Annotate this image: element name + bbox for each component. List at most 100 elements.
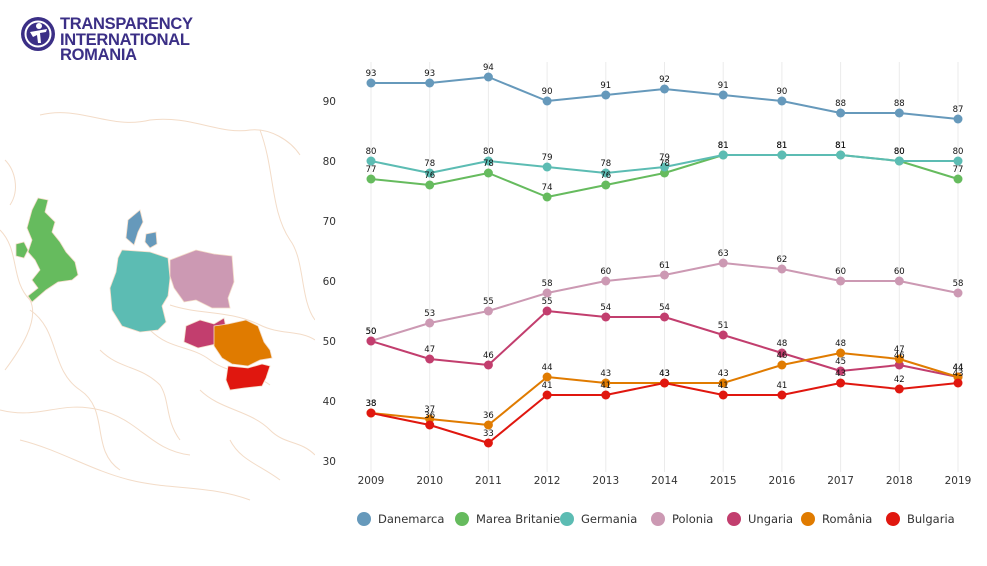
data-point xyxy=(425,180,435,190)
poland-country xyxy=(169,249,235,309)
data-label: 90 xyxy=(776,87,787,97)
x-tick-label: 2013 xyxy=(592,475,619,487)
data-point xyxy=(483,438,493,448)
data-label: 88 xyxy=(835,99,846,109)
data-point xyxy=(366,156,376,166)
x-tick-label: 2014 xyxy=(651,475,678,487)
data-label: 76 xyxy=(424,171,435,181)
chart-legend[interactable]: Danemarca Marea Britanie Germania Polonia Un… xyxy=(357,512,955,526)
data-label: 48 xyxy=(776,339,787,349)
data-point xyxy=(718,150,728,160)
data-label: 54 xyxy=(659,303,670,313)
germany-country xyxy=(109,249,171,333)
data-point xyxy=(601,390,611,400)
data-label: 58 xyxy=(542,279,553,289)
legend-item[interactable]: Danemarca xyxy=(357,512,444,526)
data-label: 92 xyxy=(659,75,670,85)
legend-marker xyxy=(357,512,371,526)
data-label: 91 xyxy=(718,81,729,91)
bulgaria-country xyxy=(225,363,271,391)
legend-item[interactable]: Ungaria xyxy=(727,512,793,526)
data-point xyxy=(836,108,846,118)
data-label: 55 xyxy=(542,297,553,307)
data-label: 80 xyxy=(953,147,964,157)
legend-item[interactable]: România xyxy=(801,512,872,526)
data-label: 81 xyxy=(776,141,787,151)
y-tick-label: 30 xyxy=(323,456,336,468)
data-point xyxy=(425,354,435,364)
data-point xyxy=(601,168,611,178)
data-label: 62 xyxy=(776,255,787,265)
data-label: 50 xyxy=(366,327,377,337)
data-label: 80 xyxy=(894,147,905,157)
data-point xyxy=(601,276,611,286)
data-label: 60 xyxy=(894,267,905,277)
data-label: 80 xyxy=(483,147,494,157)
data-point xyxy=(894,354,904,364)
data-label: 81 xyxy=(718,141,729,151)
data-point xyxy=(718,90,728,100)
legend-label: Danemarca xyxy=(378,512,444,526)
data-point xyxy=(894,156,904,166)
data-point xyxy=(777,360,787,370)
data-label: 47 xyxy=(894,345,905,355)
legend-item[interactable]: Polonia xyxy=(651,512,713,526)
uk-country xyxy=(26,197,79,303)
map-borders xyxy=(0,112,315,501)
data-point xyxy=(777,96,787,106)
data-label: 41 xyxy=(542,381,553,391)
legend-label: Germania xyxy=(581,512,637,526)
y-tick-label: 90 xyxy=(323,96,336,108)
data-point xyxy=(542,162,552,172)
data-point xyxy=(894,108,904,118)
legend-item[interactable]: Bulgaria xyxy=(886,512,955,526)
data-point xyxy=(836,150,846,160)
data-label: 78 xyxy=(600,159,611,169)
data-point xyxy=(718,390,728,400)
x-tick-label: 2019 xyxy=(945,475,972,487)
legend-item[interactable]: Germania xyxy=(560,512,637,526)
x-axis: 2009 2010 2011 2012 2013 2014 2015 2016 2017 2018… xyxy=(358,475,972,487)
chart-series xyxy=(366,72,963,448)
data-point xyxy=(718,378,728,388)
data-point xyxy=(483,156,493,166)
logo-line-3: ROMANIA xyxy=(60,46,137,64)
y-tick-label: 80 xyxy=(323,156,336,168)
x-tick-label: 2017 xyxy=(827,475,854,487)
data-label: 60 xyxy=(835,267,846,277)
x-tick-label: 2010 xyxy=(416,475,443,487)
legend-item[interactable]: Marea Britanie xyxy=(455,512,560,526)
y-tick-label: 40 xyxy=(323,396,336,408)
data-label: 41 xyxy=(776,381,787,391)
data-label: 91 xyxy=(600,81,611,91)
data-point xyxy=(542,96,552,106)
data-label: 80 xyxy=(366,147,377,157)
x-tick-label: 2015 xyxy=(710,475,737,487)
legend-marker xyxy=(455,512,469,526)
x-tick-label: 2012 xyxy=(534,475,561,487)
data-point xyxy=(660,84,669,94)
y-tick-label: 60 xyxy=(323,276,336,288)
data-label: 61 xyxy=(659,261,670,271)
data-point xyxy=(483,168,493,178)
data-point xyxy=(660,162,669,172)
data-point xyxy=(366,408,376,418)
data-label: 63 xyxy=(718,249,729,259)
data-label: 41 xyxy=(718,381,729,391)
data-label: 80 xyxy=(894,147,905,157)
y-tick-label: 70 xyxy=(323,216,336,228)
data-label: 58 xyxy=(953,279,964,289)
data-label: 37 xyxy=(424,405,435,415)
data-point xyxy=(777,150,787,160)
data-label: 76 xyxy=(600,171,611,181)
data-point xyxy=(542,372,552,382)
x-tick-label: 2011 xyxy=(475,475,502,487)
data-label: 41 xyxy=(600,381,611,391)
data-label: 50 xyxy=(366,327,377,337)
data-point xyxy=(953,174,963,184)
legend-marker xyxy=(560,512,574,526)
data-label: 79 xyxy=(659,153,670,163)
data-label: 77 xyxy=(953,165,964,175)
legend-label: România xyxy=(822,512,872,526)
